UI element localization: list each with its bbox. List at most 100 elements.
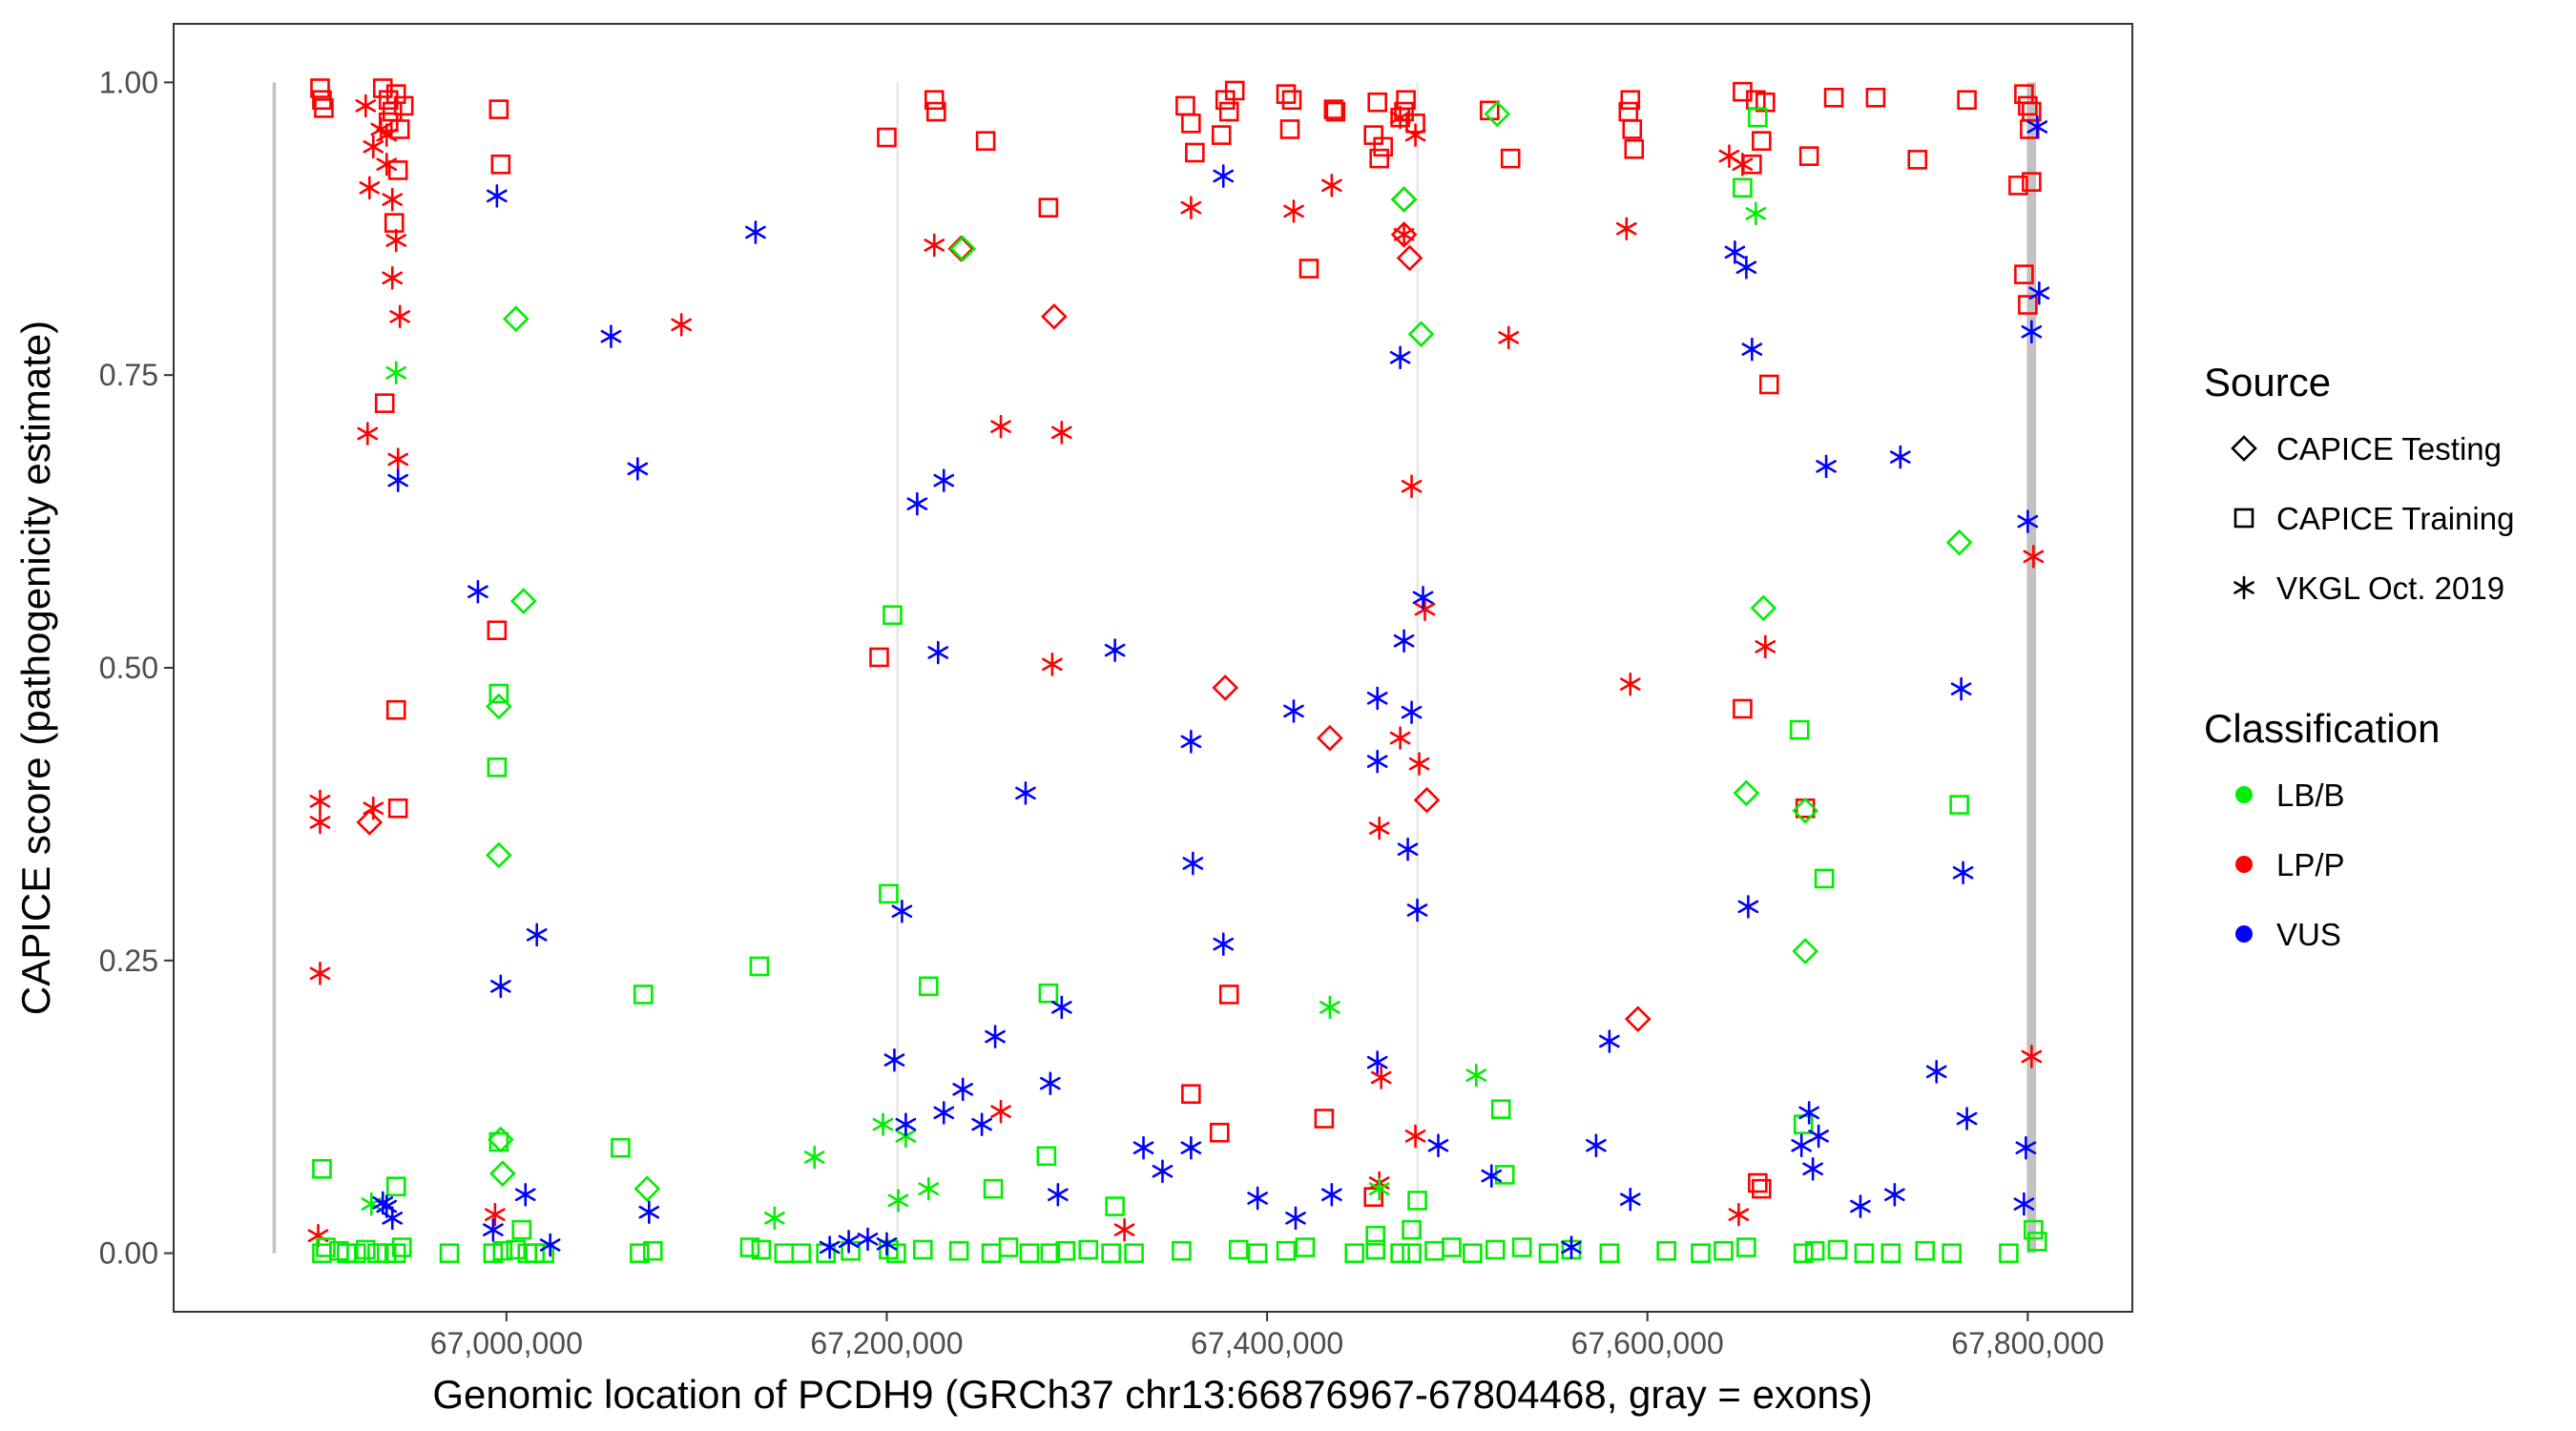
data-point (376, 123, 398, 147)
data-point (1404, 1124, 1426, 1149)
data-point (2022, 172, 2042, 192)
data-point (971, 1112, 992, 1136)
data-point (1798, 1101, 1819, 1125)
legend-key-training (2233, 508, 2254, 529)
data-point (1404, 123, 1426, 147)
data-point (872, 1112, 894, 1136)
data-point (372, 1191, 394, 1215)
data-point (952, 1077, 974, 1102)
data-point (1276, 84, 1297, 104)
data-point (857, 1227, 879, 1252)
data-point (1105, 1196, 1125, 1216)
data-point (1393, 222, 1415, 247)
series-vkgl-vus (372, 114, 2050, 1259)
data-point (1890, 445, 1911, 469)
data-point (1752, 131, 1772, 152)
y-tick-label: 0.25 (99, 944, 158, 978)
data-point (1396, 244, 1423, 272)
data-point (998, 1237, 1019, 1257)
data-point (1283, 699, 1304, 723)
data-point (1463, 1243, 1483, 1263)
data-point (1741, 337, 1763, 362)
data-point (906, 491, 928, 516)
data-point (1728, 1202, 1750, 1227)
data-point (1373, 136, 1393, 157)
data-point (314, 98, 334, 118)
data-point (1752, 1178, 1772, 1199)
data-point (1281, 90, 1302, 111)
data-point (1390, 186, 1418, 213)
data-point (1040, 1243, 1061, 1263)
data-point (357, 422, 379, 446)
data-point (1561, 1235, 1582, 1259)
data-point (1481, 1164, 1503, 1188)
data-point (1365, 1239, 1386, 1260)
data-point (1915, 1240, 1936, 1261)
y-tick-label: 1.00 (99, 65, 158, 99)
data-point (1366, 1050, 1388, 1074)
data-point (376, 152, 398, 176)
data-point (483, 1217, 504, 1242)
data-point (1619, 672, 1641, 696)
data-point (1823, 88, 1844, 108)
data-point (1015, 781, 1036, 805)
data-point (393, 95, 414, 116)
data-point (949, 235, 977, 262)
data-point (1228, 1239, 1249, 1260)
data-point (309, 789, 331, 814)
data-point (1745, 201, 1767, 226)
data-point (1407, 321, 1435, 348)
data-point (883, 1047, 905, 1072)
data-point (600, 324, 622, 348)
data-point (1040, 1071, 1061, 1095)
data-point (385, 699, 406, 720)
data-point (1624, 1006, 1652, 1033)
data-point (485, 841, 512, 869)
data-point (947, 235, 975, 262)
data-point (1942, 1243, 1962, 1263)
data-point (1802, 1156, 1823, 1181)
data-point (439, 1243, 460, 1263)
data-point (526, 923, 548, 947)
data-point (975, 131, 996, 152)
data-point (312, 1158, 332, 1179)
data-point (1323, 99, 1344, 119)
data-point (1620, 90, 1641, 111)
data-point (1397, 837, 1419, 861)
data-point (1055, 1240, 1076, 1261)
data-points (307, 78, 2050, 1263)
data-point (876, 1232, 898, 1256)
data-point (1736, 1237, 1756, 1257)
data-point (1185, 142, 1205, 163)
data-point (1804, 1240, 1825, 1261)
data-point (1019, 1243, 1040, 1263)
y-tick-label: 0.50 (99, 651, 158, 685)
data-point (924, 90, 945, 111)
data-point (2026, 114, 2048, 139)
data-point (356, 809, 384, 836)
data-point (2022, 101, 2042, 122)
data-point (1180, 1135, 1202, 1160)
data-point (1276, 1240, 1297, 1261)
data-point (1321, 174, 1342, 197)
data-point (1124, 1243, 1144, 1263)
data-point (1247, 1243, 1268, 1263)
data-point (1714, 1240, 1734, 1261)
data-point (630, 1243, 650, 1263)
data-point (1218, 985, 1239, 1005)
data-point (1402, 1219, 1422, 1240)
data-point (467, 579, 488, 604)
data-point (1295, 1237, 1316, 1257)
data-point (1038, 197, 1059, 218)
data-point (363, 135, 384, 159)
data-point (2017, 509, 2039, 533)
data-point (1213, 932, 1235, 956)
data-point (310, 78, 330, 98)
data-point (985, 1025, 1006, 1048)
legend-key-vkgl (2233, 575, 2254, 600)
data-point (1218, 101, 1239, 122)
data-point (1427, 1133, 1449, 1158)
data-point (1365, 1225, 1386, 1246)
data-point (1748, 107, 1768, 128)
